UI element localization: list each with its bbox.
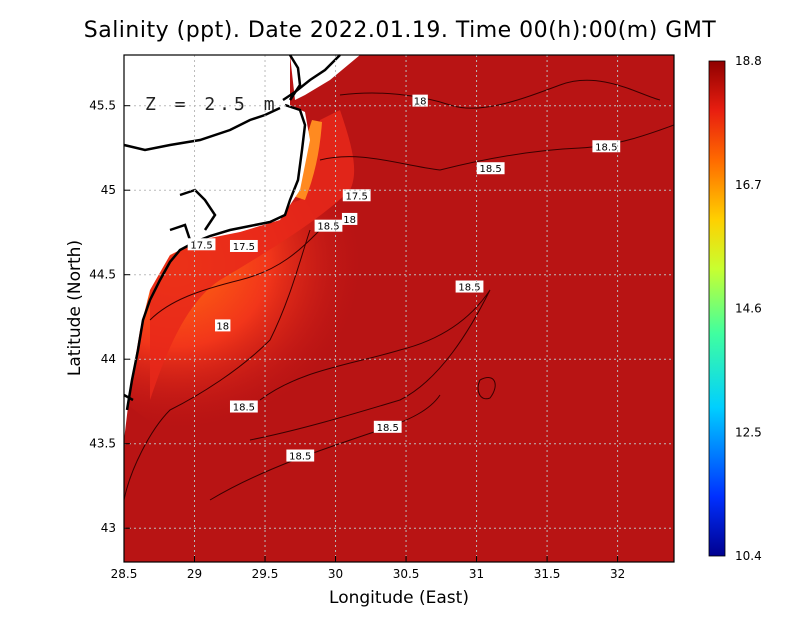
colorbar-tick-label: 16.7 [735, 178, 762, 192]
contour-label: 18.5 [229, 400, 258, 414]
x-axis-ticks: 28.5 29 29.5 30 30.5 31 31.5 32 [111, 556, 625, 581]
contour-lines [124, 79, 674, 501]
contour-label: 18 [215, 319, 231, 332]
contour-label: 17.5 [229, 239, 258, 253]
x-tick-label: 30.5 [393, 567, 420, 581]
chart-title: Salinity (ppt). Date 2022.01.19. Time 00… [83, 18, 717, 43]
y-tick-label: 44 [101, 352, 116, 366]
y-tick-label: 45.5 [89, 99, 116, 113]
land [124, 55, 310, 440]
colorbar-tick-label: 14.6 [735, 302, 762, 316]
x-tick-label: 31 [469, 567, 484, 581]
contour-label: 18.5 [286, 449, 315, 463]
svg-text:17.5: 17.5 [190, 240, 212, 251]
contour-label: 17.5 [187, 238, 216, 251]
contour-label: 18 [341, 212, 358, 226]
contour-label: 17.5 [342, 189, 371, 202]
svg-text:18: 18 [343, 215, 356, 226]
x-tick-label: 31.5 [534, 567, 561, 581]
contour-label: 18.5 [455, 280, 484, 294]
salinity-field [124, 55, 674, 562]
svg-text:18.5: 18.5 [377, 423, 399, 434]
x-axis-label: Longitude (East) [329, 588, 469, 608]
y-tick-label: 43.5 [89, 437, 116, 451]
grid-lines [124, 55, 674, 562]
x-tick-label: 28.5 [111, 567, 138, 581]
colorbar-tick-label: 10.4 [735, 549, 762, 563]
plot-frame [123, 54, 675, 563]
y-tick-label: 45 [101, 183, 116, 197]
svg-text:18.5: 18.5 [233, 403, 255, 414]
y-axis-ticks: 43 43.5 44 44.5 45 45.5 [89, 99, 130, 535]
coastline [123, 54, 341, 411]
contour-labels: 18 18.5 18.5 17.5 18 18.5 17.5 17.5 18.5 18 18.5 18… [187, 94, 621, 463]
depth-label: Z = 2.5 m [145, 94, 279, 115]
contour-label: 18.5 [476, 162, 505, 175]
svg-text:17.5: 17.5 [233, 242, 255, 253]
svg-text:18.5: 18.5 [289, 452, 311, 463]
colorbar-ticks: 18.8 16.7 14.6 12.5 10.4 [735, 54, 762, 563]
svg-text:18.5: 18.5 [458, 283, 480, 294]
contour-label: 18 [412, 94, 428, 108]
svg-text:18: 18 [216, 321, 229, 332]
x-tick-label: 29 [187, 567, 202, 581]
colorbar-tick-label: 12.5 [735, 425, 762, 439]
svg-text:17.5: 17.5 [346, 191, 368, 202]
svg-text:18: 18 [414, 97, 427, 108]
contour-label: 18.5 [592, 140, 621, 153]
colorbar-tick-label: 18.8 [735, 54, 762, 68]
contour-label: 18.5 [314, 219, 343, 233]
x-tick-label: 29.5 [252, 567, 279, 581]
svg-text:18.5: 18.5 [317, 222, 339, 233]
y-tick-label: 43 [101, 521, 116, 535]
contour-label: 18.5 [373, 420, 402, 434]
svg-text:18.5: 18.5 [480, 164, 502, 175]
y-tick-label: 44.5 [89, 268, 116, 282]
colorbar [708, 60, 726, 557]
x-tick-label: 32 [610, 567, 625, 581]
x-tick-label: 30 [328, 567, 343, 581]
svg-text:18.5: 18.5 [595, 142, 617, 153]
